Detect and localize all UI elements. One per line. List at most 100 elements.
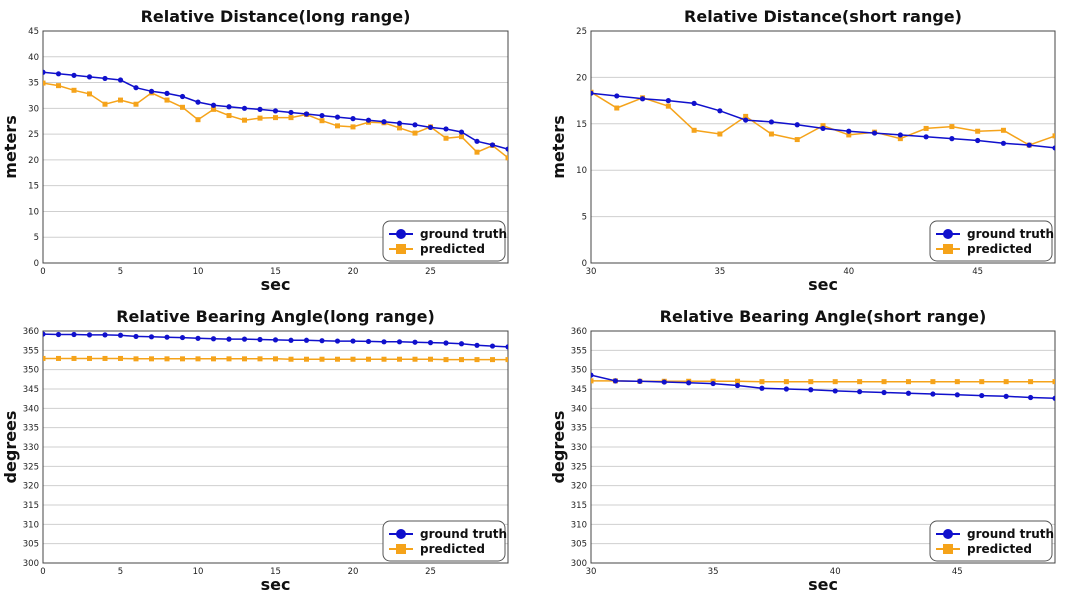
data-point-predicted bbox=[490, 357, 495, 363]
data-point-predicted bbox=[87, 355, 92, 361]
data-point-predicted bbox=[949, 124, 955, 130]
data-point-predicted bbox=[794, 137, 800, 143]
data-point-predicted bbox=[808, 379, 814, 385]
y-axis-label: degrees bbox=[549, 411, 568, 484]
data-point-predicted bbox=[226, 113, 232, 119]
data-point-ground-truth bbox=[272, 337, 279, 343]
data-point-ground-truth bbox=[717, 108, 723, 114]
data-point-predicted bbox=[459, 357, 464, 363]
chart-bearing-short: 300 305 310 315 320 325 330 335 340 345 350 355 360 3… bbox=[549, 307, 1056, 594]
y-tick-label: 340 bbox=[23, 404, 39, 414]
y-tick-label: 350 bbox=[571, 366, 587, 376]
data-point-ground-truth bbox=[768, 119, 775, 125]
data-point-ground-truth bbox=[505, 344, 508, 350]
data-point-ground-truth bbox=[661, 379, 667, 385]
data-point-ground-truth bbox=[832, 388, 838, 394]
legend-label: ground truth bbox=[420, 227, 507, 241]
y-tick-label: 360 bbox=[571, 327, 587, 337]
x-tick-label: 45 bbox=[972, 267, 983, 277]
data-point-ground-truth bbox=[55, 331, 62, 338]
data-point-ground-truth bbox=[489, 142, 496, 148]
data-point-ground-truth bbox=[396, 120, 403, 126]
legend-label: predicted bbox=[420, 242, 485, 256]
data-point-predicted bbox=[102, 101, 108, 107]
data-point-ground-truth bbox=[1027, 394, 1034, 401]
legend-label: ground truth bbox=[967, 227, 1054, 241]
data-point-ground-truth bbox=[857, 389, 863, 395]
y-tick-label: 30 bbox=[28, 104, 39, 114]
data-point-predicted bbox=[226, 356, 232, 362]
data-point-ground-truth bbox=[179, 334, 186, 341]
data-point-ground-truth bbox=[350, 338, 356, 344]
data-point-predicted bbox=[505, 357, 508, 363]
legend-box bbox=[382, 520, 506, 562]
x-tick-label: 5 bbox=[118, 567, 123, 577]
data-point-predicted bbox=[211, 106, 216, 112]
plot-frame bbox=[590, 330, 1056, 564]
data-point-ground-truth bbox=[443, 340, 449, 346]
data-point-ground-truth bbox=[148, 334, 155, 340]
legend-marker-circle bbox=[396, 529, 406, 539]
data-point-predicted bbox=[366, 356, 371, 362]
data-point-predicted bbox=[443, 357, 449, 363]
data-point-predicted bbox=[975, 128, 981, 134]
data-point-predicted bbox=[195, 356, 201, 362]
data-point-predicted bbox=[474, 149, 480, 155]
data-point-ground-truth bbox=[427, 124, 434, 131]
data-point-ground-truth bbox=[591, 90, 594, 96]
y-tick-label: 345 bbox=[23, 385, 39, 395]
data-point-predicted bbox=[759, 379, 765, 385]
data-point-ground-truth bbox=[427, 340, 434, 346]
x-tick-label: 20 bbox=[348, 567, 359, 577]
legend-marker-circle bbox=[943, 529, 953, 539]
data-point-predicted bbox=[428, 356, 433, 362]
y-axis-label: meters bbox=[1, 115, 20, 178]
data-point-ground-truth bbox=[979, 392, 985, 399]
data-point-predicted bbox=[257, 356, 263, 362]
x-axis-label: sec bbox=[808, 275, 838, 294]
data-point-ground-truth bbox=[257, 106, 263, 112]
x-axis-label: sec bbox=[261, 275, 291, 294]
data-point-predicted bbox=[923, 125, 929, 131]
chart-title: Relative Bearing Angle(long range) bbox=[116, 307, 435, 326]
x-tick-label: 0 bbox=[40, 267, 45, 277]
data-point-ground-truth bbox=[505, 146, 508, 152]
chart-distance-short: 0 5 10 15 20 25 30 35 40 45 Relative Distance(shor… bbox=[549, 7, 1056, 294]
data-point-ground-truth bbox=[43, 69, 46, 75]
data-point-predicted bbox=[1000, 127, 1006, 133]
legend-label: predicted bbox=[967, 542, 1032, 556]
data-point-predicted bbox=[954, 379, 960, 385]
data-point-ground-truth bbox=[871, 130, 878, 136]
data-point-ground-truth bbox=[71, 72, 77, 78]
legend-marker-circle bbox=[943, 229, 953, 239]
data-point-ground-truth bbox=[86, 332, 93, 338]
data-point-ground-truth bbox=[665, 98, 671, 104]
data-point-ground-truth bbox=[350, 116, 356, 122]
data-point-predicted bbox=[319, 356, 325, 362]
series-area bbox=[43, 331, 508, 363]
data-point-predicted bbox=[71, 355, 77, 361]
series-line-ground-truth bbox=[591, 92, 1055, 149]
data-point-ground-truth bbox=[226, 104, 232, 110]
y-tick-label: 345 bbox=[571, 385, 587, 395]
y-tick-label: 15 bbox=[576, 120, 587, 130]
y-tick-label: 300 bbox=[23, 559, 39, 569]
data-point-predicted bbox=[412, 356, 418, 362]
y-tick-label: 20 bbox=[576, 73, 587, 83]
legend-label: predicted bbox=[420, 542, 485, 556]
data-point-predicted bbox=[164, 356, 170, 362]
data-point-predicted bbox=[768, 131, 774, 137]
data-point-predicted bbox=[1003, 379, 1009, 385]
data-point-ground-truth bbox=[164, 90, 170, 96]
data-point-ground-truth bbox=[117, 332, 124, 338]
data-point-ground-truth bbox=[210, 102, 217, 108]
data-point-ground-truth bbox=[334, 338, 341, 344]
data-point-predicted bbox=[857, 379, 863, 385]
x-tick-label: 35 bbox=[708, 567, 719, 577]
data-point-ground-truth bbox=[1026, 142, 1032, 148]
data-point-predicted bbox=[412, 130, 418, 136]
y-tick-label: 315 bbox=[571, 501, 587, 511]
y-tick-label: 310 bbox=[571, 520, 587, 530]
